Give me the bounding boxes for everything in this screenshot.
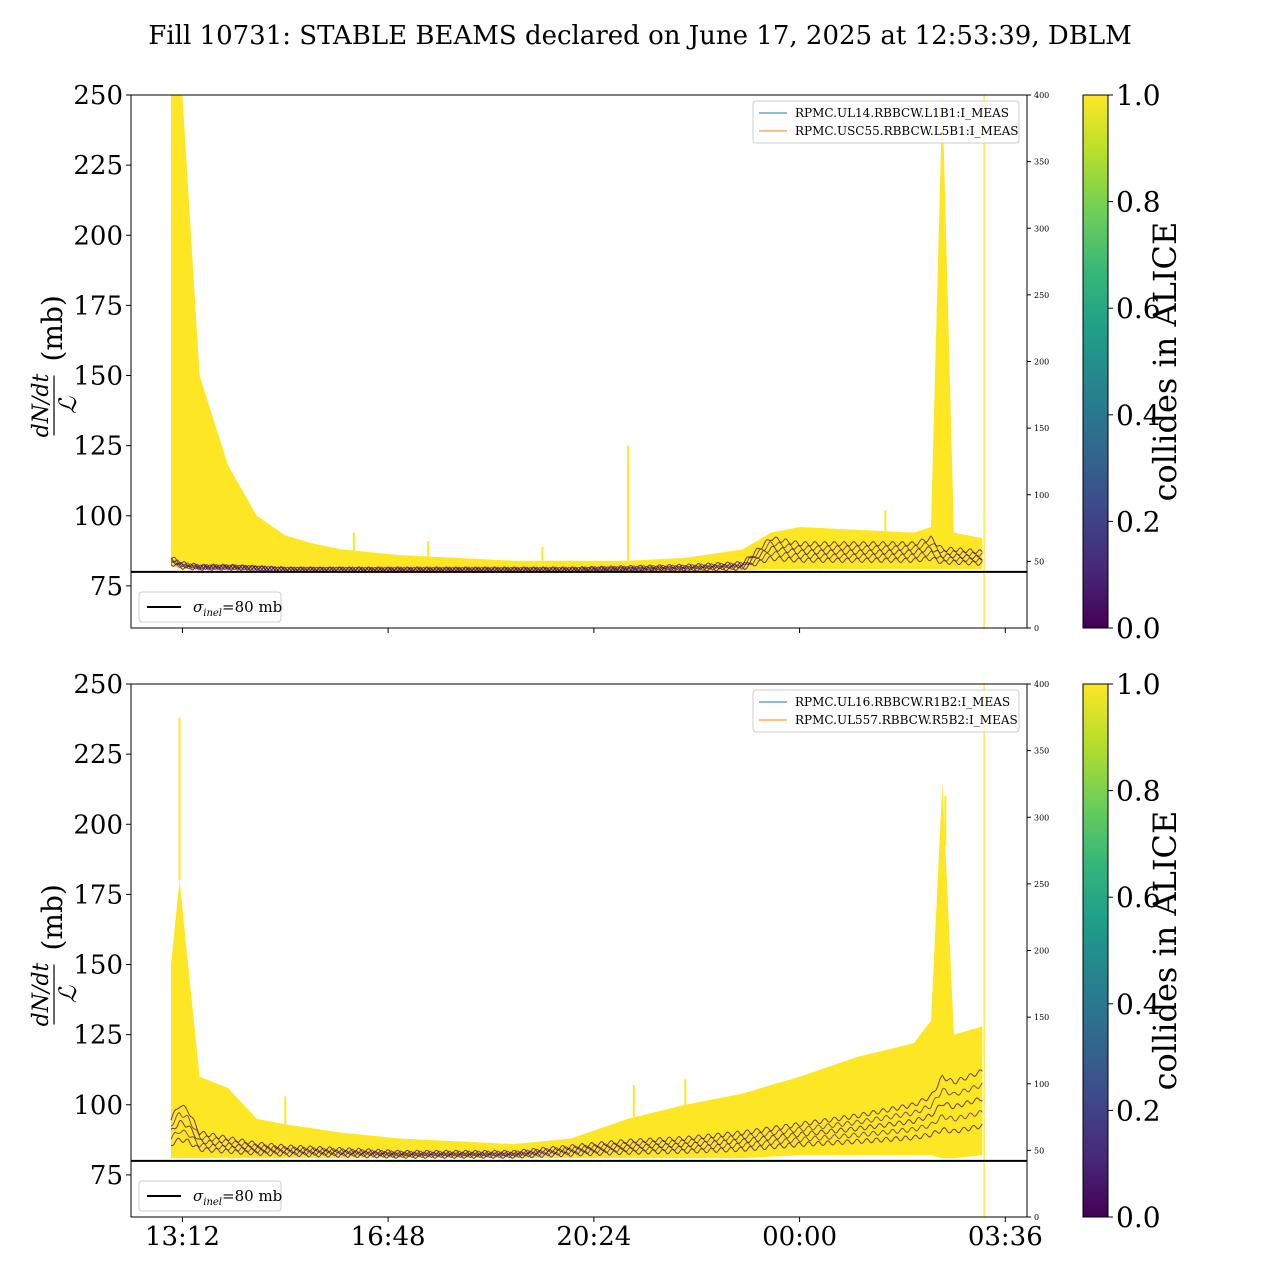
colorbar: 0.0 0.2 0.4 0.6 0.8 1.0 collides in ALICE xyxy=(1082,79,1184,645)
y2-tick-label: 350 xyxy=(1034,158,1049,167)
data-trace xyxy=(170,545,983,573)
plot-area xyxy=(131,684,1027,1217)
y-tick-label: 125 xyxy=(73,432,123,462)
x-tick-label: 13:12 xyxy=(145,1222,220,1252)
y2-tick-label: 200 xyxy=(1034,947,1049,956)
colorbar-gradient xyxy=(1082,683,1109,1218)
legend-entry: RPMC.UL16.RBBCW.R1B2:I_MEAS xyxy=(795,695,1010,709)
y-tick-label: 175 xyxy=(73,880,123,910)
y2-tick-label: 0 xyxy=(1034,1213,1039,1222)
y2-tick-label: 100 xyxy=(1034,1080,1049,1089)
colorbar-tick-label: 0.4 xyxy=(1116,988,1161,1021)
y-label-numerator: dN/dt xyxy=(29,374,54,438)
y2-tick-label: 250 xyxy=(1034,880,1049,889)
y2-tick-label: 50 xyxy=(1034,557,1044,566)
y2-tick-label: 100 xyxy=(1034,491,1049,500)
y-axis-label: dN/dt ℒ (mb) xyxy=(29,295,82,437)
legend-sigma-subscript: inel xyxy=(203,608,222,619)
colorbar-label: collides in ALICE xyxy=(1146,222,1184,502)
y-tick-label: 200 xyxy=(73,810,123,840)
y2-tick-label: 400 xyxy=(1034,91,1049,100)
plot-area xyxy=(131,95,1027,628)
legend-box xyxy=(752,100,1020,144)
y2-tick-label: 300 xyxy=(1034,813,1049,822)
y-tick-label: 100 xyxy=(73,1091,123,1121)
y2-tick-label: 250 xyxy=(1034,291,1049,300)
colorbar-tick-label: 1.0 xyxy=(1116,668,1161,701)
y2-tick-label: 150 xyxy=(1034,1013,1049,1022)
legend-box xyxy=(752,689,1020,733)
figure-title: Fill 10731: STABLE BEAMS declared on Jun… xyxy=(148,21,1131,51)
y2-tick-label: 300 xyxy=(1034,224,1049,233)
y-tick-label: 75 xyxy=(90,572,123,602)
colorbar-tick-label: 1.0 xyxy=(1116,79,1161,112)
y2-tick-label: 200 xyxy=(1034,358,1049,367)
x-tick-label: 03:36 xyxy=(968,1222,1043,1252)
chart-panel-bottom: 75 100 125 150 175 200 225 250 0 50 100 150 200 250 30… xyxy=(29,668,1184,1252)
legend-sigma-value: =80 mb xyxy=(222,598,282,616)
panels: 75 100 125 150 175 200 225 250 0 50 100 150 200 250 30… xyxy=(29,79,1184,1252)
colorbar: 0.0 0.2 0.4 0.6 0.8 1.0 collides in ALICE xyxy=(1082,668,1184,1234)
y-label-denominator: ℒ xyxy=(54,396,82,414)
colorbar-tick-label: 0.6 xyxy=(1116,292,1161,325)
y-tick-label: 150 xyxy=(73,951,123,981)
legend-sigma-inel: σinel=80 mb xyxy=(193,598,282,619)
colorbar-tick-label: 0.8 xyxy=(1116,775,1161,808)
y-tick-label: 250 xyxy=(73,81,123,111)
data-trace xyxy=(170,1109,983,1159)
legend-bottom-left: σinel=80 mb xyxy=(138,1180,282,1212)
legend-bottom-left: σinel=80 mb xyxy=(138,591,282,623)
legend-entry: RPMC.UL14.RBBCW.L1B1:I_MEAS xyxy=(795,106,1009,120)
legend-sigma-symbol: σ xyxy=(193,598,204,616)
y-tick-label: 225 xyxy=(73,151,123,181)
data-band-colliding xyxy=(171,782,983,1159)
legend-sigma-symbol: σ xyxy=(193,1187,204,1205)
y2-tick-label: 0 xyxy=(1034,624,1039,633)
legend-box xyxy=(138,1180,282,1212)
y-tick-label: 175 xyxy=(73,291,123,321)
colorbar-tick-label: 0.2 xyxy=(1116,1094,1161,1127)
data-band-colliding xyxy=(171,95,983,572)
y-tick-label: 100 xyxy=(73,502,123,532)
colorbar-tick-label: 0.4 xyxy=(1116,399,1161,432)
y2-tick-label: 50 xyxy=(1034,1146,1044,1155)
y2-tick-label: 350 xyxy=(1034,747,1049,756)
colorbar-label: collides in ALICE xyxy=(1146,811,1184,1091)
data-traces-noncolliding xyxy=(170,1069,983,1159)
y-label-denominator: ℒ xyxy=(54,985,82,1003)
y-label-unit: (mb) xyxy=(36,884,69,950)
legend-box xyxy=(138,591,282,623)
chart-panel-top: 75 100 125 150 175 200 225 250 0 50 100 150 200 250 30… xyxy=(29,79,1184,645)
legend-entry: RPMC.USC55.RBBCW.L5B1:I_MEAS xyxy=(795,124,1018,138)
colorbar-tick-label: 0.0 xyxy=(1116,612,1161,645)
colorbar-tick-label: 0.2 xyxy=(1116,505,1161,538)
y-axis-label: dN/dt ℒ (mb) xyxy=(29,884,82,1026)
y2-tick-label: 400 xyxy=(1034,680,1049,689)
x-tick-label: 20:24 xyxy=(556,1222,631,1252)
colorbar-tick-label: 0.8 xyxy=(1116,186,1161,219)
legend-top-right: RPMC.UL14.RBBCW.L1B1:I_MEAS RPMC.USC55.RB… xyxy=(752,100,1020,144)
y-tick-label: 250 xyxy=(73,670,123,700)
y-label-unit: (mb) xyxy=(36,295,69,361)
colorbar-gradient xyxy=(1082,94,1109,629)
y-tick-label: 150 xyxy=(73,362,123,392)
x-tick-label: 00:00 xyxy=(762,1222,837,1252)
y-tick-label: 125 xyxy=(73,1021,123,1051)
legend-sigma-inel: σinel=80 mb xyxy=(193,1187,282,1208)
data-trace xyxy=(170,1069,983,1156)
legend-sigma-subscript: inel xyxy=(203,1197,222,1208)
y-tick-label: 200 xyxy=(73,221,123,251)
colorbar-tick-label: 0.0 xyxy=(1116,1201,1161,1234)
y2-tick-label: 150 xyxy=(1034,424,1049,433)
legend-entry: RPMC.UL557.RBBCW.R5B2:I_MEAS xyxy=(795,713,1018,727)
y-tick-label: 225 xyxy=(73,740,123,770)
legend-sigma-value: =80 mb xyxy=(222,1187,282,1205)
colorbar-tick-label: 0.6 xyxy=(1116,881,1161,914)
y-label-numerator: dN/dt xyxy=(29,963,54,1027)
data-trace xyxy=(170,541,983,573)
x-tick-label: 16:48 xyxy=(351,1222,426,1252)
y-tick-label: 75 xyxy=(90,1161,123,1191)
legend-top-right: RPMC.UL16.RBBCW.R1B2:I_MEAS RPMC.UL557.RB… xyxy=(752,689,1020,733)
